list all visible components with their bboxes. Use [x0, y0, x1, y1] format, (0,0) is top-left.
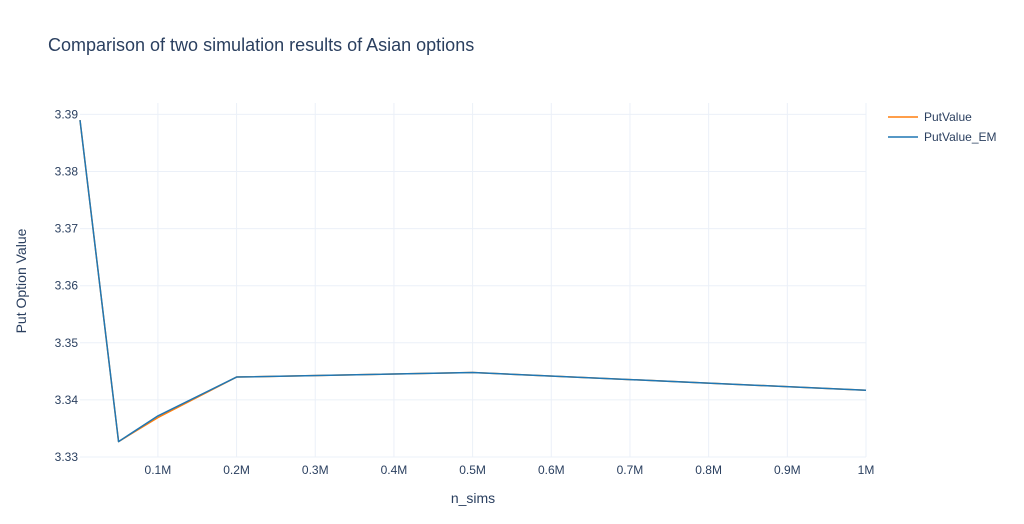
y-tick-label: 3.38	[55, 165, 79, 179]
chart-title: Comparison of two simulation results of …	[48, 35, 474, 55]
x-tick-label: 0.8M	[695, 463, 722, 477]
x-tick-label: 0.9M	[774, 463, 801, 477]
y-tick-label: 3.33	[55, 450, 79, 464]
y-tick-label: 3.39	[55, 107, 79, 121]
x-tick-label: 0.5M	[459, 463, 486, 477]
x-axis-title: n_sims	[451, 490, 495, 506]
x-tick-label: 0.3M	[302, 463, 329, 477]
y-tick-label: 3.36	[55, 279, 79, 293]
legend[interactable]: PutValue PutValue_EM	[888, 110, 997, 144]
y-tick-label: 3.37	[55, 222, 79, 236]
y-tick-label: 3.34	[55, 393, 79, 407]
y-tick-label: 3.35	[55, 336, 79, 350]
legend-item[interactable]: PutValue_EM	[888, 130, 997, 144]
x-tick-label: 1M	[858, 463, 875, 477]
y-tick-labels: 3.33 3.34 3.35 3.36 3.37 3.38 3.39	[55, 107, 79, 464]
legend-item[interactable]: PutValue	[888, 110, 972, 124]
legend-label: PutValue_EM	[924, 130, 997, 144]
series-line-putvalue-em	[79, 120, 867, 443]
x-tick-label: 0.6M	[538, 463, 565, 477]
x-tick-label: 0.4M	[381, 463, 408, 477]
series-lines	[79, 120, 867, 443]
x-tick-label: 0.2M	[223, 463, 250, 477]
legend-label: PutValue	[924, 110, 972, 124]
x-tick-label: 0.1M	[145, 463, 172, 477]
x-tick-label: 0.7M	[617, 463, 644, 477]
y-axis-title: Put Option Value	[13, 228, 29, 333]
x-tick-labels: 0.1M 0.2M 0.3M 0.4M 0.5M 0.6M 0.7M 0.8M 0.9M 1M	[145, 463, 875, 477]
grid-lines	[80, 103, 867, 458]
